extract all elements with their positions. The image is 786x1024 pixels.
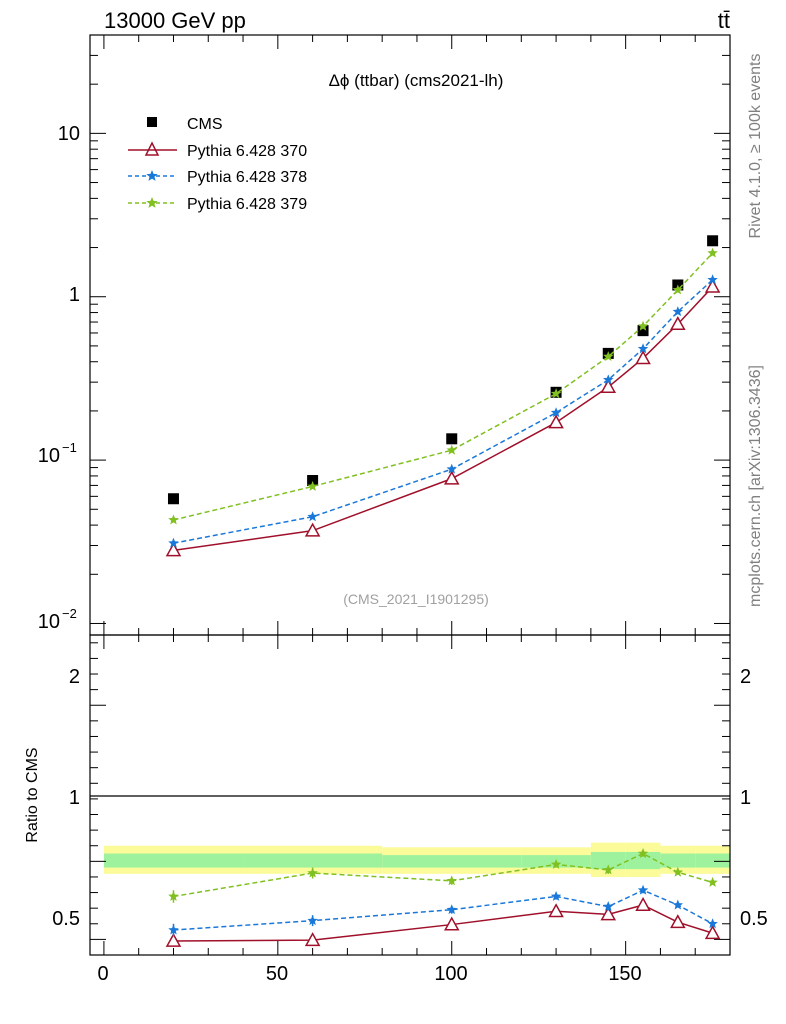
ratio-y-axis-label: Ratio to CMS — [24, 747, 41, 842]
data-point-pythia-6-428-370 — [165, 542, 182, 557]
ratio-point-pythia-6-428-378 — [307, 915, 318, 926]
ratio-point-pythia-6-428-379 — [307, 867, 318, 878]
legend: CMS Pythia 6.428 370 Pythia 6.428 378 Py… — [128, 116, 307, 213]
data-point-pythia-6-428-379 — [307, 480, 318, 491]
legend-label-378: Pythia 6.428 378 — [187, 169, 307, 186]
ratio-point-pythia-6-428-379 — [550, 858, 562, 869]
y-tick-label-1: 1 — [69, 284, 80, 306]
ratio-point-pythia-6-428-378 — [603, 901, 614, 912]
data-point-pythia-6-428-379 — [603, 351, 614, 362]
x-tick-label-150: 150 — [608, 963, 641, 985]
rivet-label: Rivet 4.1.0, ≥ 100k events — [747, 54, 764, 239]
data-point-pythia-6-428-379 — [168, 514, 179, 525]
data-point-pythia-6-428-370 — [704, 278, 721, 293]
ratio-point-pythia-6-428-370 — [704, 925, 721, 940]
legend-marker-cms — [147, 117, 157, 127]
ratio-point-pythia-6-428-378 — [637, 884, 649, 895]
data-point-pythia-6-428-378 — [672, 306, 684, 317]
y-tick-label-10: 10 — [58, 123, 80, 145]
ratio-panel: Ratio to CMS 0.5 1 2 0.5 1 2 0 50 100 15… — [24, 634, 768, 985]
data-point-pythia-6-428-378 — [637, 343, 649, 354]
ratio-point-pythia-6-428-370 — [670, 914, 686, 929]
data-point-pythia-6-428-378 — [550, 407, 562, 418]
ratio-point-pythia-6-428-378 — [446, 904, 457, 915]
energy-label: 13000 GeV pp — [104, 8, 246, 33]
y-tick-label-0.01: 10 — [38, 611, 60, 633]
ratio-plot-frame — [89, 634, 731, 956]
uncertainty-band-green — [103, 853, 244, 868]
data-point-cms — [446, 433, 458, 445]
ratio-point-pythia-6-428-370 — [600, 906, 617, 921]
ratio-point-pythia-6-428-379 — [672, 866, 684, 877]
data-point-cms — [707, 235, 719, 247]
data-point-pythia-6-428-370 — [548, 414, 564, 429]
uncertainty-band-green — [382, 855, 522, 868]
ratio-point-pythia-6-428-379 — [637, 848, 649, 858]
data-point-pythia-6-428-370 — [600, 379, 617, 393]
data-point-pythia-6-428-370 — [443, 470, 460, 485]
data-point-pythia-6-428-370 — [304, 522, 321, 537]
data-point-pythia-6-428-378 — [603, 374, 614, 385]
ratio-point-pythia-6-428-370 — [635, 897, 651, 911]
ratio-point-pythia-6-428-370 — [548, 903, 564, 918]
ratio-y-tick-label-0.5-left: 0.5 — [52, 908, 80, 930]
y-tick-exponent-0.01: −2 — [62, 606, 77, 621]
data-point-pythia-6-428-379 — [446, 444, 457, 455]
legend-marker-378 — [146, 170, 158, 181]
x-tick-label-100: 100 — [434, 963, 467, 985]
data-point-pythia-6-428-379 — [550, 388, 562, 399]
ratio-point-pythia-6-428-378 — [707, 918, 718, 929]
ratio-line-pythia-6-428-370 — [173, 904, 713, 942]
y-tick-label-0.1: 10 — [38, 445, 60, 467]
x-tick-label-50: 50 — [266, 963, 288, 985]
plot-watermark: (CMS_2021_I1901295) — [343, 591, 489, 607]
process-label: tt̄ — [718, 8, 730, 33]
x-tick-label-0: 0 — [97, 963, 108, 985]
ratio-y-tick-label-1-right: 1 — [740, 787, 751, 809]
ratio-line-pythia-6-428-379 — [173, 852, 713, 898]
data-point-cms — [637, 325, 649, 337]
legend-label-379: Pythia 6.428 379 — [187, 196, 307, 213]
y-tick-exponent-0.1: −1 — [62, 440, 77, 455]
ratio-y-tick-label-1-left: 1 — [69, 787, 80, 809]
ratio-point-pythia-6-428-378 — [550, 890, 562, 901]
uncertainty-band-green — [695, 853, 730, 868]
data-point-pythia-6-428-370 — [670, 316, 686, 331]
ratio-point-pythia-6-428-379 — [603, 864, 614, 875]
data-point-pythia-6-428-370 — [635, 350, 651, 365]
data-point-pythia-6-428-379 — [707, 247, 718, 258]
main-panel: Δϕ (ttbar) (cms2021-lh) (CMS_2021_I19012… — [38, 34, 731, 636]
data-point-pythia-6-428-378 — [168, 537, 179, 548]
ratio-point-pythia-6-428-378 — [672, 899, 684, 910]
data-point-pythia-6-428-379 — [672, 284, 684, 295]
uncertainty-band-green — [625, 851, 661, 870]
data-point-cms — [167, 493, 179, 505]
ratio-y-tick-label-2-left: 2 — [69, 666, 80, 688]
ratio-point-pythia-6-428-370 — [443, 916, 460, 931]
data-point-cms — [307, 475, 319, 487]
uncertainty-band-green — [660, 853, 696, 868]
ratio-line-pythia-6-428-378 — [173, 889, 713, 931]
data-point-pythia-6-428-379 — [637, 320, 649, 331]
uncertainty-band-green — [243, 853, 383, 868]
ratio-point-pythia-6-428-370 — [304, 932, 321, 947]
mcplots-label: mcplots.cern.ch [arXiv:1306.3436] — [747, 365, 764, 607]
uncertainty-band-green — [590, 851, 626, 870]
ratio-point-pythia-6-428-379 — [707, 876, 718, 887]
ratio-point-pythia-6-428-370 — [165, 932, 182, 947]
ratio-point-pythia-6-428-379 — [168, 890, 179, 901]
legend-marker-370 — [144, 141, 160, 156]
legend-marker-379 — [146, 197, 158, 208]
legend-label-370: Pythia 6.428 370 — [187, 143, 307, 160]
legend-label-cms: CMS — [187, 116, 223, 133]
ratio-y-tick-label-0.5-right: 0.5 — [740, 908, 768, 930]
data-point-pythia-6-428-378 — [707, 274, 718, 285]
ratio-point-pythia-6-428-378 — [168, 924, 179, 935]
data-point-pythia-6-428-378 — [446, 463, 457, 474]
ratio-point-pythia-6-428-379 — [446, 875, 457, 886]
ratio-y-tick-label-2-right: 2 — [740, 666, 751, 688]
plot-title: Δϕ (ttbar) (cms2021-lh) — [329, 71, 504, 90]
data-point-pythia-6-428-378 — [307, 511, 318, 522]
